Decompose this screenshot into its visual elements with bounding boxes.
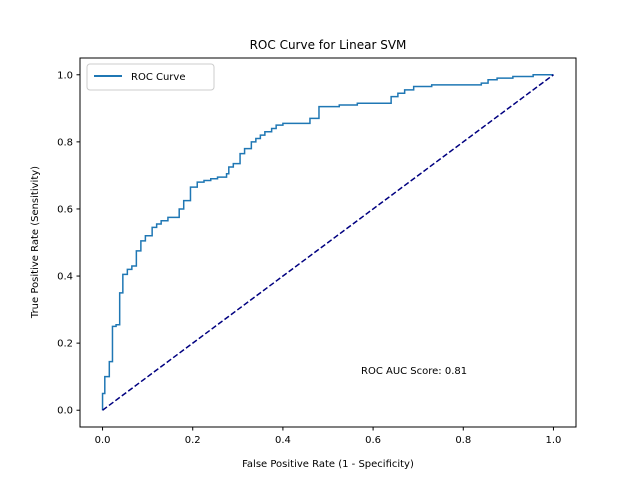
y-tick-label: 0.4 (57, 272, 73, 283)
chart-title: ROC Curve for Linear SVM (250, 38, 407, 52)
chance-diagonal-line (102, 74, 554, 411)
y-tick-label: 0.2 (57, 339, 73, 350)
x-tick-label: 0.2 (185, 435, 201, 446)
legend-box (86, 63, 215, 91)
x-tick-label: 1.0 (546, 435, 562, 446)
auc-score-annotation: ROC AUC Score: 0.81 (361, 366, 467, 377)
x-tick-label: 0.8 (455, 435, 471, 446)
y-tick-label: 0.6 (57, 204, 73, 215)
x-tick-label: 0.4 (275, 435, 291, 446)
y-tick-label: 1.0 (57, 70, 73, 81)
roc-curve-line (101, 74, 554, 411)
legend: ROC Curve (86, 63, 215, 91)
x-tick-label: 0.6 (365, 435, 381, 446)
series-layer (101, 74, 554, 411)
x-axis-ticks: 0.0 0.2 0.4 0.6 0.8 1.0 (95, 427, 562, 446)
y-tick-label: 0.8 (57, 137, 73, 148)
plot-area: 0.0 0.2 0.4 0.6 0.8 1.0 0.0 0.2 0.4 0.6 0.8 1.0 (57, 57, 577, 446)
legend-label-roc-curve: ROC Curve (131, 72, 185, 83)
y-axis-ticks: 0.0 0.2 0.4 0.6 0.8 1.0 (57, 70, 80, 417)
y-tick-label: 0.0 (57, 406, 73, 417)
x-axis-label: False Positive Rate (1 - Specificity) (242, 459, 414, 470)
x-tick-label: 0.0 (95, 435, 111, 446)
y-axis-label: True Positive Rate (Sensitivity) (30, 166, 41, 319)
